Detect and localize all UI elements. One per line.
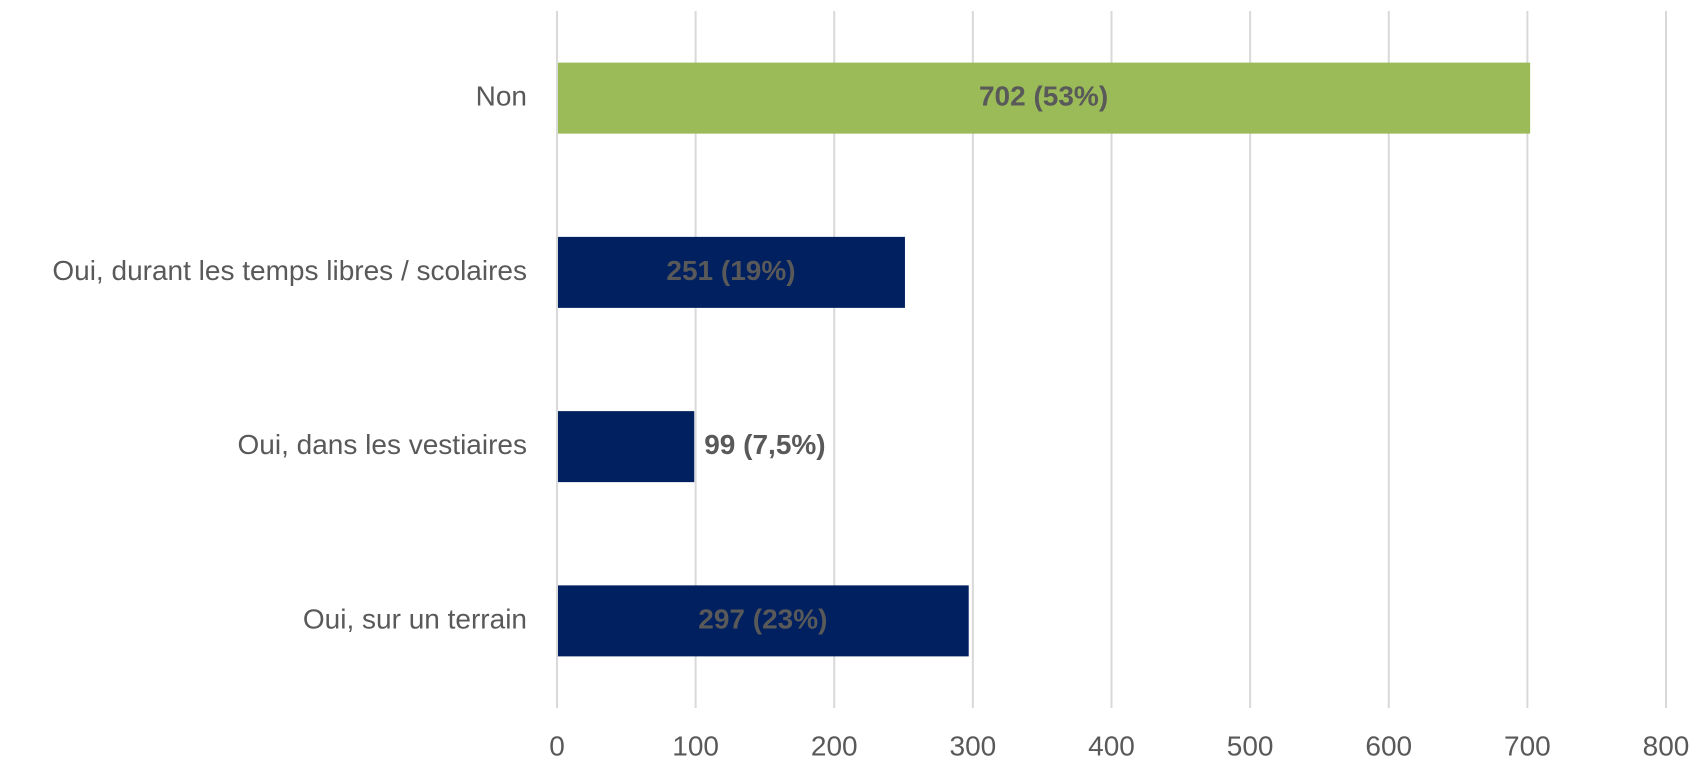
bar xyxy=(557,236,905,308)
data-label: 702 (53%) xyxy=(979,81,1108,112)
x-tick-label: 200 xyxy=(811,730,858,761)
y-tick-label: Oui, dans les vestiaires xyxy=(238,429,527,460)
bar xyxy=(557,62,1531,134)
data-label: 99 (7,5%) xyxy=(704,429,825,460)
y-tick-label: Oui, sur un terrain xyxy=(303,603,527,634)
data-label: 251 (19%) xyxy=(666,255,795,286)
data-label: 297 (23%) xyxy=(698,603,827,634)
x-tick-label: 0 xyxy=(549,730,565,761)
bar xyxy=(557,585,969,657)
x-tick-label: 600 xyxy=(1365,730,1412,761)
bar xyxy=(557,411,695,483)
x-tick-label: 500 xyxy=(1227,730,1274,761)
x-tick-label: 100 xyxy=(672,730,719,761)
x-tick-label: 800 xyxy=(1643,730,1690,761)
y-tick-label: Non xyxy=(476,81,527,112)
x-tick-label: 700 xyxy=(1504,730,1551,761)
x-tick-label: 300 xyxy=(950,730,997,761)
y-tick-label: Oui, durant les temps libres / scolaires xyxy=(52,255,527,286)
x-tick-label: 400 xyxy=(1088,730,1135,761)
